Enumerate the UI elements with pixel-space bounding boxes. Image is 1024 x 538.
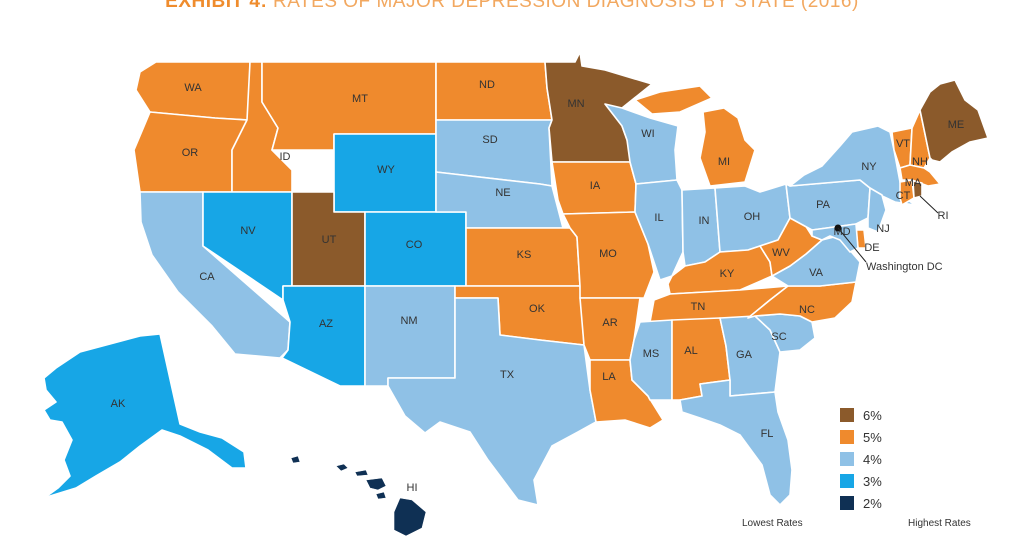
state-label: PA xyxy=(816,199,831,211)
state-label: AZ xyxy=(319,318,333,330)
state-NM[interactable] xyxy=(364,285,456,387)
state-label: SD xyxy=(482,134,497,146)
state-label: CT xyxy=(896,190,911,202)
state-label: KY xyxy=(720,268,735,280)
legend-item: 2% xyxy=(840,492,882,514)
state-label: OH xyxy=(744,211,761,223)
state-label: IN xyxy=(699,215,710,227)
state-NC[interactable] xyxy=(747,281,857,323)
state-CT[interactable] xyxy=(899,179,915,206)
state-NJ[interactable] xyxy=(867,187,887,233)
state-label: AL xyxy=(684,345,697,357)
state-MA[interactable] xyxy=(899,164,941,187)
state-label: WV xyxy=(772,247,790,259)
state-label: NC xyxy=(799,304,815,316)
state-label: ID xyxy=(280,151,291,163)
state-label: DE xyxy=(864,242,879,254)
dc-leader-line xyxy=(837,227,867,263)
state-label: FL xyxy=(761,428,774,440)
legend-item: 4% xyxy=(840,448,882,470)
legend-swatch xyxy=(840,430,854,444)
state-ND[interactable] xyxy=(435,61,553,121)
legend-label: 5% xyxy=(863,429,882,445)
legend-item: 3% xyxy=(840,470,882,492)
legend-label: 4% xyxy=(863,451,882,467)
state-label: TX xyxy=(500,369,515,381)
state-label: LA xyxy=(602,371,616,383)
state-label: VA xyxy=(809,267,824,279)
state-label: UT xyxy=(322,234,337,246)
lowest-rates-label: Lowest Rates xyxy=(742,518,803,529)
state-label: MA xyxy=(905,177,922,189)
legend-item: 6% xyxy=(840,404,882,426)
state-label: NH xyxy=(912,156,928,168)
state-label: MI xyxy=(718,156,730,168)
legend-item: 5% xyxy=(840,426,882,448)
state-label: NV xyxy=(240,225,256,237)
state-label: VT xyxy=(896,138,910,150)
state-label: RI xyxy=(938,210,949,222)
ri-leader-line xyxy=(919,195,939,214)
state-label: NJ xyxy=(876,223,889,235)
legend: 6% 5% 4% 3% 2% xyxy=(840,404,882,514)
state-label: TN xyxy=(691,301,706,313)
state-label: WA xyxy=(184,82,202,94)
state-label: HI xyxy=(407,482,418,494)
page-title: EXHIBIT 4: RATES OF MAJOR DEPRESSION DIA… xyxy=(0,0,1024,13)
state-label: MO xyxy=(599,248,617,260)
state-label: SC xyxy=(771,331,786,343)
state-label: AK xyxy=(111,398,126,410)
state-MD[interactable] xyxy=(811,223,859,253)
state-AR[interactable] xyxy=(579,297,641,361)
legend-label: 2% xyxy=(863,495,882,511)
state-label: MN xyxy=(567,98,584,110)
state-label: IA xyxy=(590,180,601,192)
state-label: NY xyxy=(861,161,877,173)
state-FL[interactable] xyxy=(679,379,793,506)
state-AK[interactable] xyxy=(35,333,247,505)
state-label: NM xyxy=(400,315,417,327)
state-label: CA xyxy=(199,271,215,283)
state-ME[interactable] xyxy=(919,79,989,163)
legend-swatch xyxy=(840,452,854,466)
state-NH[interactable] xyxy=(909,109,931,169)
legend-label: 6% xyxy=(863,407,882,423)
state-label: CO xyxy=(406,239,423,251)
legend-swatch xyxy=(840,408,854,422)
state-label: MS xyxy=(643,348,660,360)
state-label: NE xyxy=(495,187,510,199)
exhibit-title: RATES OF MAJOR DEPRESSION DIAGNOSIS BY S… xyxy=(267,0,859,12)
state-label: KS xyxy=(517,249,532,261)
exhibit-number: EXHIBIT 4: xyxy=(165,0,268,12)
state-label: MT xyxy=(352,93,368,105)
state-AZ[interactable] xyxy=(281,285,366,387)
state-label: ME xyxy=(948,119,965,131)
legend-swatch xyxy=(840,474,854,488)
state-TX[interactable] xyxy=(387,297,597,506)
state-label: AR xyxy=(602,317,617,329)
state-HI[interactable] xyxy=(290,455,427,537)
legend-label: 3% xyxy=(863,473,882,489)
dc-label: Washington DC xyxy=(866,261,943,273)
state-label: OR xyxy=(182,147,199,159)
state-label: WI xyxy=(641,128,654,140)
state-label: OK xyxy=(529,303,546,315)
state-label: WY xyxy=(377,164,395,176)
highest-rates-label: Highest Rates xyxy=(908,518,971,529)
state-label: IL xyxy=(654,212,663,224)
legend-swatch xyxy=(840,496,854,510)
state-label: ND xyxy=(479,79,495,91)
state-RI[interactable] xyxy=(912,180,923,199)
state-MI[interactable] xyxy=(634,85,756,187)
state-IN[interactable] xyxy=(681,187,721,267)
state-label: GA xyxy=(736,349,753,361)
